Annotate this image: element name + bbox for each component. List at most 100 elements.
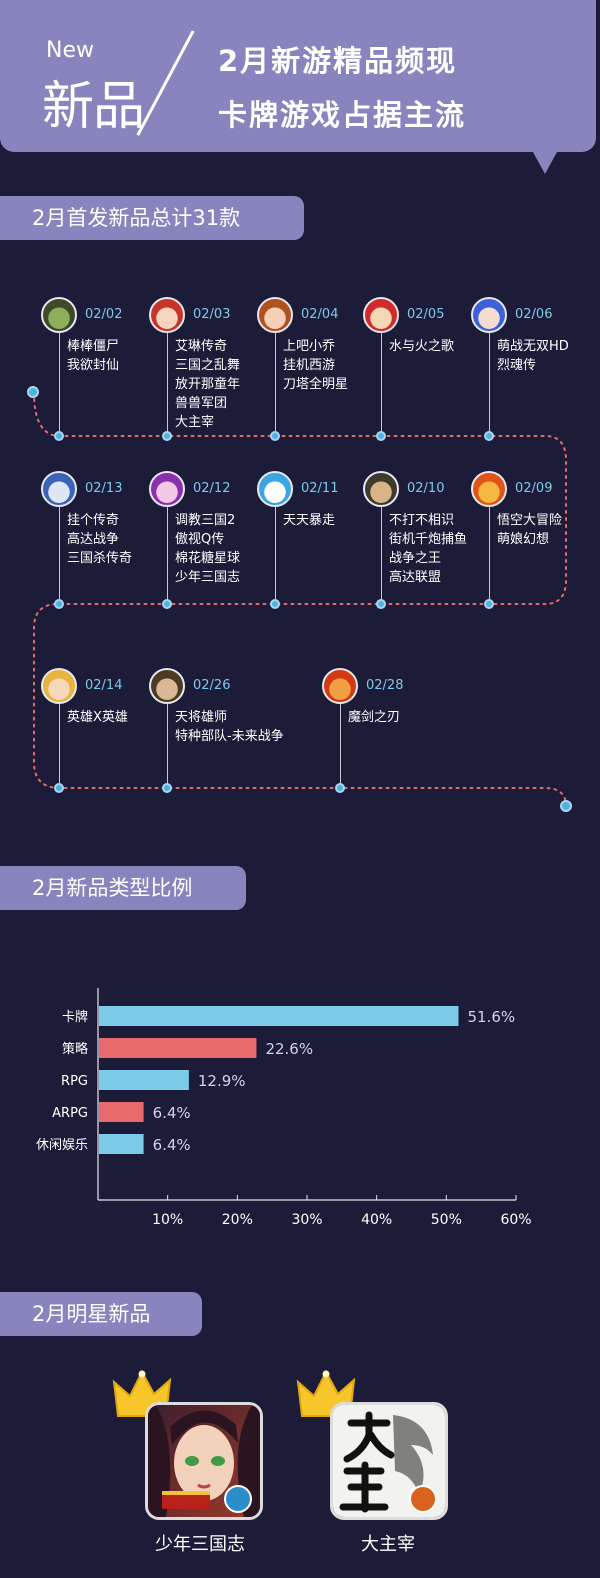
timeline-stem bbox=[275, 333, 276, 432]
star-game-card-1[interactable] bbox=[145, 1402, 263, 1520]
timeline-date: 02/09 bbox=[515, 481, 553, 496]
timeline-game-name: 兽兽军团 bbox=[175, 396, 228, 411]
timeline-game-name: 街机千炮捕鱼 bbox=[389, 532, 468, 547]
star-game-name-1: 少年三国志 bbox=[155, 1534, 245, 1555]
timeline-start-dot bbox=[27, 386, 39, 398]
timeline-game-name: 英雄X英雄 bbox=[67, 710, 128, 725]
timeline-node-dot bbox=[54, 783, 64, 793]
timeline-date: 02/11 bbox=[301, 481, 339, 496]
timeline-game-name: 水与火之歌 bbox=[389, 339, 455, 354]
header-tag-cn: 新品 bbox=[42, 77, 145, 137]
timeline-date: 02/03 bbox=[193, 307, 231, 322]
monkey-avatar-icon bbox=[471, 471, 507, 507]
chart-bar bbox=[99, 1102, 144, 1122]
timeline-stem bbox=[59, 333, 60, 432]
header-banner: New 新品 2月新游精品频现 卡牌游戏占据主流 bbox=[0, 0, 596, 152]
timeline-stem bbox=[59, 704, 60, 784]
timeline-stem bbox=[275, 507, 276, 600]
timeline-node-dot bbox=[376, 599, 386, 609]
chart-bar bbox=[99, 1038, 257, 1058]
timeline-game-name: 刀塔全明星 bbox=[283, 377, 349, 392]
chart-value-label: 22.6% bbox=[265, 1040, 313, 1058]
timeline-node-dot bbox=[270, 599, 280, 609]
chart-category-label: 休闲娱乐 bbox=[36, 1138, 88, 1153]
timeline-stem bbox=[381, 333, 382, 432]
girl-avatar-icon bbox=[257, 297, 293, 333]
timeline-game-name: 少年三国志 bbox=[175, 570, 241, 585]
timeline-game-name: 萌娘幻想 bbox=[497, 532, 550, 547]
zombie-avatar-icon bbox=[41, 297, 77, 333]
timeline-stem bbox=[167, 507, 168, 600]
timeline-game-name: 魔剑之刃 bbox=[348, 710, 401, 725]
timeline-stem bbox=[381, 507, 382, 600]
timeline-stem bbox=[340, 704, 341, 784]
timeline-game-name: 调教三国2 bbox=[175, 513, 236, 528]
section-label-launches: 2月首发新品总计31款 bbox=[0, 196, 304, 240]
shaonian-sanguozhi-app-icon bbox=[148, 1405, 260, 1517]
chart-category-label: 卡牌 bbox=[62, 1009, 88, 1025]
chart-category-label: 策略 bbox=[62, 1041, 88, 1057]
chart-x-tick-label: 10% bbox=[152, 1212, 183, 1228]
chart-bar bbox=[99, 1006, 459, 1026]
bluehair-avatar-icon bbox=[471, 297, 507, 333]
section-label-stars: 2月明星新品 bbox=[0, 1292, 202, 1336]
dazhuzai-app-icon bbox=[333, 1405, 445, 1517]
timeline-date: 02/28 bbox=[366, 678, 404, 693]
chart-value-label: 6.4% bbox=[153, 1136, 191, 1154]
timeline-dotted-path bbox=[33, 391, 567, 807]
chart-value-label: 51.6% bbox=[467, 1008, 515, 1026]
timeline-game-name: 天天暴走 bbox=[283, 513, 336, 528]
timeline-game-name: 高达联盟 bbox=[389, 570, 442, 585]
timeline-stem bbox=[489, 333, 490, 432]
timeline-game-name: 艾琳传奇 bbox=[175, 339, 228, 354]
chart-x-tick-label: 20% bbox=[222, 1212, 253, 1228]
warrior-avatar-icon bbox=[149, 668, 185, 704]
chart-x-tick-label: 50% bbox=[431, 1212, 462, 1228]
timeline-game-name: 烈魂传 bbox=[497, 358, 537, 373]
timeline-game-name: 傲视Q传 bbox=[175, 532, 225, 547]
timeline-node-dot bbox=[484, 431, 494, 441]
chart-bar bbox=[99, 1070, 189, 1090]
timeline-game-name: 三国杀传奇 bbox=[67, 551, 133, 566]
timeline-date: 02/14 bbox=[85, 678, 123, 693]
star-game-card-2[interactable] bbox=[330, 1402, 448, 1520]
blonde-avatar-icon bbox=[41, 668, 77, 704]
header-tag-en: New bbox=[46, 38, 94, 63]
section-label-ratio: 2月新品类型比例 bbox=[0, 866, 246, 910]
timeline-date: 02/13 bbox=[85, 481, 123, 496]
timeline-game-name: 特种部队-未来战争 bbox=[175, 729, 284, 744]
chart-value-label: 6.4% bbox=[153, 1104, 191, 1122]
header-title-line1: 2月新游精品频现 bbox=[218, 44, 458, 78]
timeline-game-name: 萌战无双HD bbox=[497, 339, 569, 354]
timeline-date: 02/06 bbox=[515, 307, 553, 322]
pirate-avatar-icon bbox=[363, 297, 399, 333]
timeline-game-name: 棒棒僵尸 bbox=[67, 339, 120, 354]
chart-bar bbox=[99, 1134, 144, 1154]
chart-x-tick-label: 60% bbox=[500, 1212, 531, 1228]
timeline-game-name: 上吧小乔 bbox=[283, 339, 336, 354]
chart-value-label: 12.9% bbox=[198, 1072, 246, 1090]
chart-x-tick-label: 30% bbox=[291, 1212, 322, 1228]
timeline-node-dot bbox=[270, 431, 280, 441]
timeline-stem bbox=[167, 704, 168, 784]
timeline-game-name: 三国之乱舞 bbox=[175, 358, 241, 373]
timeline-node-dot bbox=[484, 599, 494, 609]
timeline-game-name: 高达战争 bbox=[67, 532, 120, 547]
timeline-game-name: 不打不相识 bbox=[389, 513, 455, 528]
timeline-node-dot bbox=[376, 431, 386, 441]
type-ratio-bar-chart: 10% 20% 30% 40% 50% 60% 卡牌 51.6% 策略 22.6% RPG 12.9%… bbox=[36, 988, 532, 1228]
timeline-stem bbox=[167, 333, 168, 432]
chart-x-tick-label: 40% bbox=[361, 1212, 392, 1228]
timeline-game-name: 棉花糖星球 bbox=[175, 551, 241, 566]
timeline-game-name: 挂机西游 bbox=[283, 358, 336, 373]
timeline-game-name: 天将雄师 bbox=[175, 710, 228, 725]
timeline-date: 02/04 bbox=[301, 307, 339, 322]
star-game-name-2: 大主宰 bbox=[361, 1534, 415, 1555]
timeline-node-dot bbox=[54, 599, 64, 609]
flame-avatar-icon bbox=[322, 668, 358, 704]
timeline-node-dot bbox=[162, 599, 172, 609]
timeline-game-name: 我欲封仙 bbox=[67, 358, 120, 373]
robot-avatar-icon bbox=[41, 471, 77, 507]
timeline-game-name: 挂个传奇 bbox=[67, 513, 120, 528]
timeline-game-name: 悟空大冒险 bbox=[497, 513, 563, 528]
